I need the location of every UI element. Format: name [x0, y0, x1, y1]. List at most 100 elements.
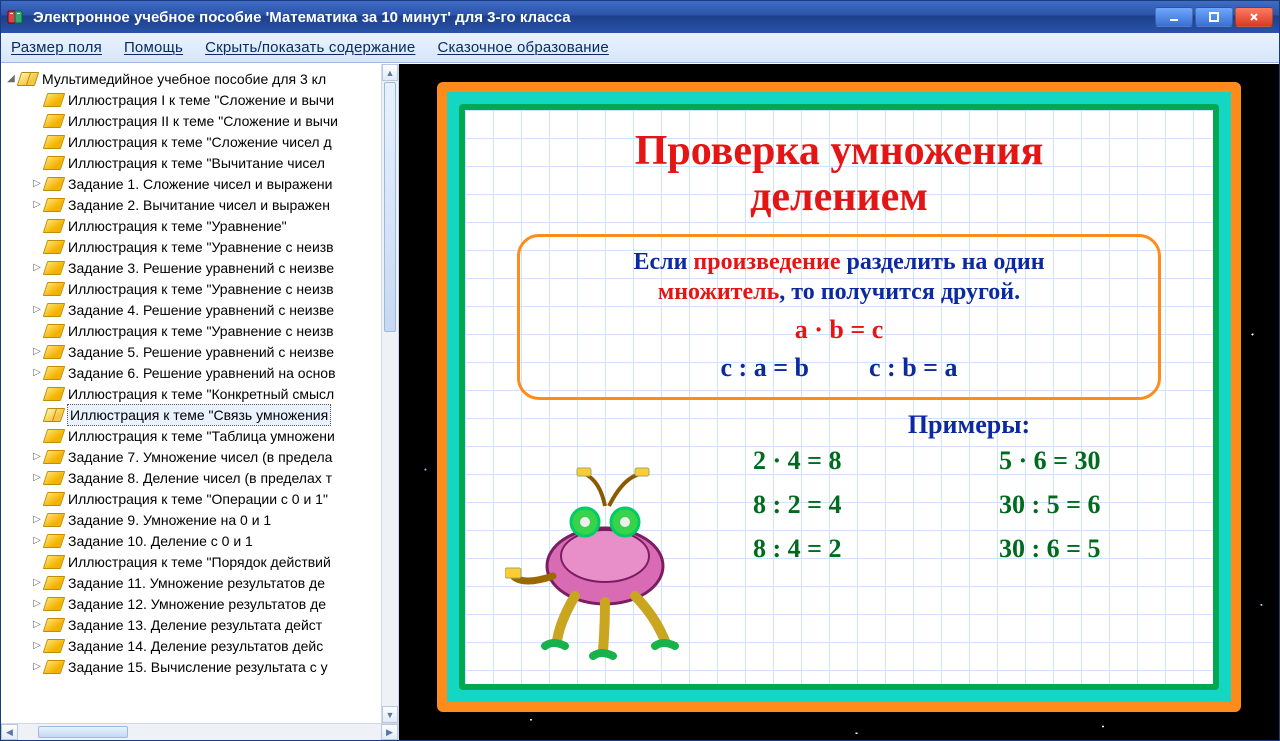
window-title: Электронное учебное пособие 'Математика … [33, 9, 571, 26]
tree-item[interactable]: ▷Задание 7. Умножение чисел (в предела [5, 446, 398, 467]
menu-item-help[interactable]: Помощь [124, 39, 183, 56]
tree-item[interactable]: ▷Задание 2. Вычитание чисел и выражен [5, 194, 398, 215]
book-icon [43, 303, 66, 317]
tree-item[interactable]: ▷Задание 1. Сложение чисел и выражени [5, 173, 398, 194]
expand-icon[interactable]: ▷ [31, 573, 43, 593]
expand-icon[interactable]: ▷ [31, 531, 43, 551]
body: ◢ Мультимедийное учебное пособие для 3 кл… [1, 63, 1279, 740]
expand-icon[interactable]: ▷ [31, 447, 43, 467]
tree-item[interactable]: Иллюстрация к теме "Вычитание чисел [5, 152, 398, 173]
expand-icon[interactable]: ▷ [31, 342, 43, 362]
scroll-left-button[interactable]: ◀ [1, 724, 18, 740]
slide-title-line2: делением [750, 174, 928, 220]
tree-item[interactable]: ▷Задание 15. Вычисление результата с у [5, 656, 398, 677]
book-icon [43, 366, 66, 380]
expand-icon[interactable]: ▷ [31, 363, 43, 383]
expand-icon[interactable]: ▷ [31, 300, 43, 320]
tree-item[interactable]: Иллюстрация к теме "Порядок действий [5, 551, 398, 572]
rule-box: Если произведение разделить на один множ… [517, 234, 1161, 400]
scroll-down-button[interactable]: ▼ [382, 706, 398, 723]
tree-item[interactable]: Иллюстрация II к теме "Сложение и вычи [5, 110, 398, 131]
toc-tree[interactable]: ◢ Мультимедийное учебное пособие для 3 кл… [1, 64, 398, 740]
tree-item[interactable]: ▷ Задание 3. Решение уравнений с неизве [5, 257, 398, 278]
expand-icon[interactable]: ▷ [31, 195, 43, 215]
book-icon [43, 324, 66, 338]
content-pane: Проверка умножения делением Если произве… [399, 64, 1279, 740]
example-cell: 30 : 6 = 5 [999, 534, 1185, 564]
book-icon [43, 471, 66, 485]
scroll-thumb-vertical[interactable] [384, 82, 396, 332]
tree-item-label: Мультимедийное учебное пособие для 3 кл [41, 69, 327, 89]
tree-item[interactable]: Иллюстрация к теме "Таблица умножени [5, 425, 398, 446]
tree-item[interactable]: ▷ Задание 9. Умножение на 0 и 1 [5, 509, 398, 530]
tree-item[interactable]: ▷ Задание 11. Умножение результатов де [5, 572, 398, 593]
tree-item-label: Задание 14. Деление результатов дейс [67, 636, 324, 656]
tree-item[interactable]: Иллюстрация I к теме "Сложение и вычи [5, 89, 398, 110]
tree-item[interactable]: ▷ Задание 10. Деление с 0 и 1 [5, 530, 398, 551]
tree-item-label: Задание 10. Деление с 0 и 1 [67, 531, 254, 551]
expand-icon[interactable]: ▷ [31, 510, 43, 530]
tree-item[interactable]: ▷Задание 4. Решение уравнений с неизве [5, 299, 398, 320]
book-icon [43, 345, 66, 359]
expand-icon[interactable]: ▷ [31, 174, 43, 194]
app-window: Электронное учебное пособие 'Математика … [0, 0, 1280, 741]
book-icon [43, 660, 66, 674]
tree-item[interactable]: ▷Задание 12. Умножение результатов де [5, 593, 398, 614]
tree-item[interactable]: Иллюстрация к теме "Операции с 0 и 1" [5, 488, 398, 509]
book-icon [43, 429, 66, 443]
expand-icon[interactable]: ▷ [31, 657, 43, 677]
tree-item-label: Задание 6. Решение уравнений на основ [67, 363, 337, 383]
expand-icon[interactable]: ▷ [31, 594, 43, 614]
tree-item[interactable]: Иллюстрация к теме "Конкретный смысл [5, 383, 398, 404]
slide-frame: Проверка умножения делением Если произве… [437, 82, 1241, 712]
sidebar-vertical-scrollbar[interactable]: ▲ ▼ [381, 64, 398, 723]
close-button[interactable] [1235, 7, 1273, 27]
book-icon [43, 282, 66, 296]
robot-illustration [505, 456, 715, 666]
maximize-button[interactable] [1195, 7, 1233, 27]
scroll-up-button[interactable]: ▲ [382, 64, 398, 81]
tree-item[interactable]: Иллюстрация к теме "Уравнение с неизв [5, 320, 398, 341]
tree-item[interactable]: Иллюстрация к теме "Сложение чисел д [5, 131, 398, 152]
tree-root-item[interactable]: ◢ Мультимедийное учебное пособие для 3 кл [5, 68, 398, 89]
formula-derived: c : a = b c : b = a [536, 353, 1142, 383]
expand-icon[interactable]: ▷ [31, 468, 43, 488]
expand-icon[interactable]: ▷ [31, 258, 43, 278]
book-icon [43, 639, 66, 653]
rule-highlight: произведение [693, 249, 840, 275]
menu-item-size[interactable]: Размер поля [11, 39, 102, 56]
formula-main: a · b = c [536, 315, 1142, 345]
example-cell: 5 · 6 = 30 [999, 446, 1185, 476]
scroll-thumb-horizontal[interactable] [38, 726, 128, 738]
tree-item[interactable]: ▷Задание 5. Решение уравнений с неизве [5, 341, 398, 362]
book-open-icon [17, 72, 40, 86]
menu-item-fable[interactable]: Сказочное образование [437, 39, 608, 56]
minimize-button[interactable] [1155, 7, 1193, 27]
tree-item[interactable]: Иллюстрация к теме "Уравнение с неизв [5, 278, 398, 299]
expand-icon[interactable]: ▷ [31, 636, 43, 656]
menubar: Размер поля Помощь Скрыть/показать содер… [1, 33, 1279, 63]
window-buttons [1155, 7, 1273, 27]
tree-item-label: Задание 3. Решение уравнений с неизве [67, 258, 335, 278]
menu-item-toc[interactable]: Скрыть/показать содержание [205, 39, 415, 56]
tree-item[interactable]: Иллюстрация к теме "Уравнение с неизв [5, 236, 398, 257]
expand-icon[interactable]: ▷ [31, 615, 43, 635]
tree-item[interactable]: Иллюстрация к теме "Связь умножения [5, 404, 398, 425]
titlebar[interactable]: Электронное учебное пособие 'Математика … [1, 1, 1279, 33]
tree-item[interactable]: Иллюстрация к теме "Уравнение" [5, 215, 398, 236]
tree-item-label: Иллюстрация к теме "Связь умножения [67, 404, 331, 426]
book-icon [43, 198, 66, 212]
tree-item[interactable]: ▷ Задание 6. Решение уравнений на основ [5, 362, 398, 383]
tree-item-label: Задание 9. Умножение на 0 и 1 [67, 510, 272, 530]
tree-item-label: Задание 11. Умножение результатов де [67, 573, 326, 593]
tree-item[interactable]: ▷ Задание 14. Деление результатов дейс [5, 635, 398, 656]
tree-item[interactable]: ▷Задание 8. Деление чисел (в пределах т [5, 467, 398, 488]
tree-item-label: Иллюстрация к теме "Уравнение с неизв [67, 237, 335, 257]
slide-title-line1: Проверка умножения [635, 128, 1044, 174]
collapse-icon[interactable]: ◢ [5, 69, 17, 89]
tree-item[interactable]: ▷Задание 13. Деление результата дейст [5, 614, 398, 635]
tree-item-label: Иллюстрация к теме "Сложение чисел д [67, 132, 333, 152]
sidebar-horizontal-scrollbar[interactable]: ◀ ▶ [1, 723, 398, 740]
tree-item-label: Иллюстрация к теме "Порядок действий [67, 552, 332, 572]
scroll-right-button[interactable]: ▶ [381, 724, 398, 740]
